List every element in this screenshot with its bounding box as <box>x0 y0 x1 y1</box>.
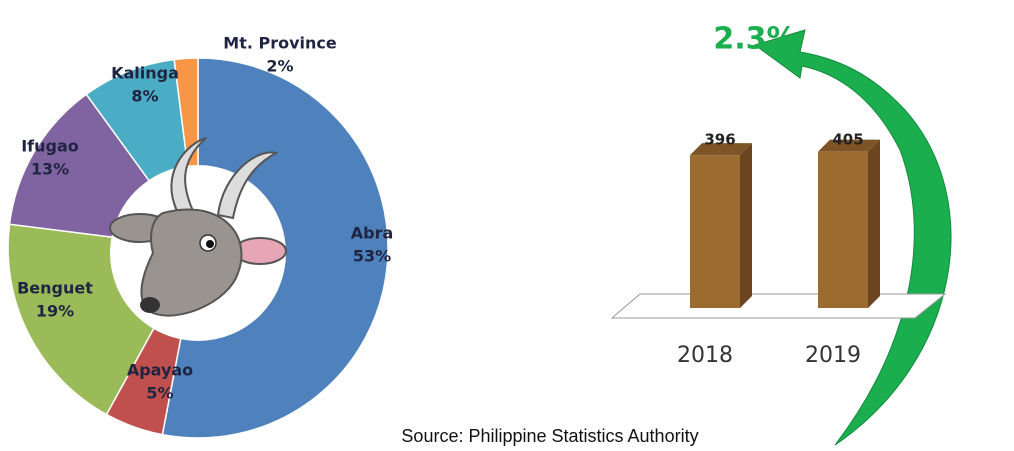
x-tick-label: 2019 <box>805 343 861 368</box>
infographic: Source: Philippine Statistics Authority … <box>0 0 1014 451</box>
pupil <box>206 240 214 248</box>
x-tick-label: 2018 <box>677 343 733 368</box>
segment-value: 5% <box>146 384 173 403</box>
growth-label: 2.3% <box>713 22 796 57</box>
segment-value: 8% <box>131 87 158 106</box>
segment-label: Mt. Province <box>223 34 337 53</box>
segment-label: Benguet <box>17 279 93 298</box>
bar <box>818 152 868 308</box>
segment-value: 19% <box>36 302 74 321</box>
nose <box>140 297 160 313</box>
bar <box>690 155 740 308</box>
segment-value: 2% <box>266 57 293 76</box>
segment-label: Ifugao <box>21 137 79 156</box>
bar-value-label: 396 <box>704 131 735 149</box>
bar-value-label: 405 <box>832 131 863 149</box>
segment-label: Abra <box>351 224 394 243</box>
bar-side <box>868 140 880 308</box>
source: Source: Philippine Statistics Authority <box>401 426 698 446</box>
bar-side <box>740 143 752 308</box>
segment-label: Kalinga <box>111 64 179 83</box>
segment-label: Apayao <box>127 361 193 380</box>
segment-value: 13% <box>31 160 69 179</box>
segment-value: 53% <box>353 247 391 266</box>
floor <box>612 294 945 318</box>
